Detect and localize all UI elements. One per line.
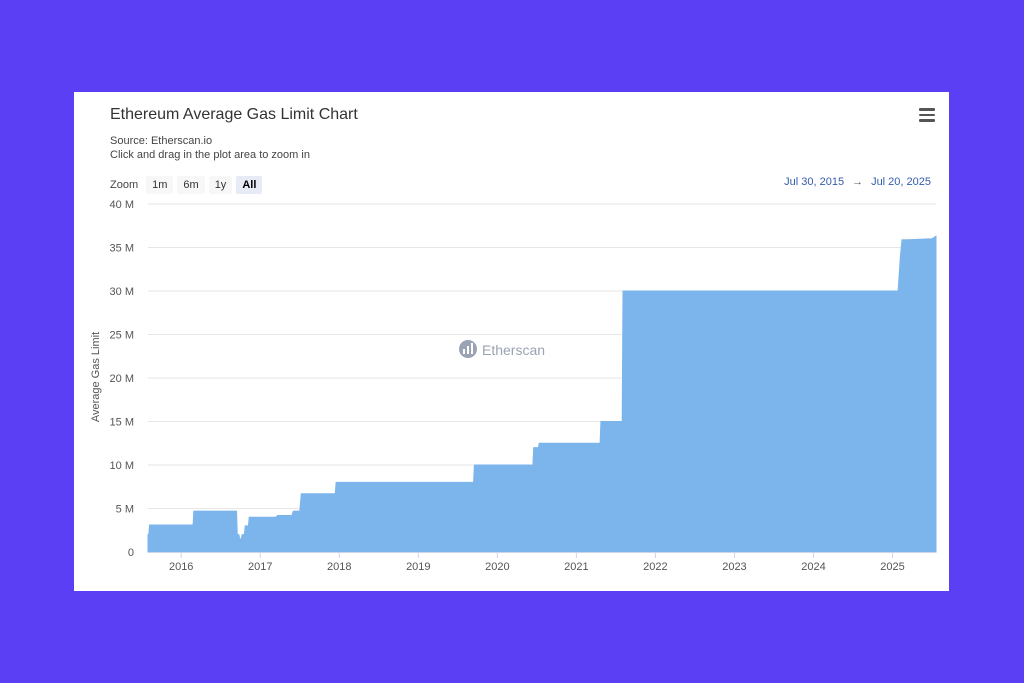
chart-title: Ethereum Average Gas Limit Chart <box>110 106 358 123</box>
y-tick-label: 30 M <box>110 286 134 298</box>
x-tick-label: 2024 <box>801 561 825 573</box>
watermark-text: Etherscan <box>482 342 545 358</box>
y-tick-label: 35 M <box>110 243 134 255</box>
source-text: Source: Etherscan.io <box>110 135 213 147</box>
y-tick-label: 20 M <box>110 373 134 385</box>
x-tick-label: 2021 <box>564 561 588 573</box>
chart-subtitle: Source: Etherscan.io Click and drag in t… <box>110 134 310 162</box>
hamburger-menu-icon[interactable] <box>919 108 935 122</box>
range-from-input[interactable]: Jul 30, 2015 <box>784 176 845 188</box>
zoom-6m-button[interactable]: 6m <box>177 176 205 194</box>
y-tick-label: 0 <box>128 547 134 559</box>
range-to-input[interactable]: Jul 20, 2025 <box>871 176 931 188</box>
etherscan-logo-icon <box>459 340 477 358</box>
zoom-all-button[interactable]: All <box>236 176 263 194</box>
y-tick-label: 40 M <box>110 199 134 211</box>
chart-card: Ethereum Average Gas Limit Chart Source:… <box>74 92 949 591</box>
zoom-label: Zoom <box>110 179 139 191</box>
x-tick-label: 2023 <box>722 561 746 573</box>
x-tick-label: 2020 <box>485 561 509 573</box>
zoom-1y-button[interactable]: 1y <box>208 176 233 194</box>
y-tick-label: 25 M <box>110 330 134 342</box>
plot-area[interactable] <box>147 235 937 553</box>
chart-svg[interactable]: Etherscan 0 5 M 10 M 15 M 20 M 25 M 30 M 35 M 40… <box>74 92 949 591</box>
zoom-hint-text: Click and drag in the plot area to zoom … <box>110 149 310 161</box>
x-tick-label: 2017 <box>248 561 272 573</box>
y-tick-label: 10 M <box>110 460 134 472</box>
date-range: Jul 30, 2015 → Jul 20, 2025 <box>784 176 931 188</box>
x-tick-label: 2016 <box>169 561 193 573</box>
watermark: Etherscan <box>459 340 545 358</box>
gas-limit-area[interactable] <box>147 235 937 553</box>
range-arrow: → <box>852 176 864 188</box>
y-tick-label: 15 M <box>110 417 134 429</box>
x-axis: 2016 2017 2018 2019 2020 2021 2022 2023 2024 2025 <box>148 552 936 573</box>
y-axis: 0 5 M 10 M 15 M 20 M 25 M 30 M 35 M 40 M <box>110 199 134 559</box>
y-tick-label: 5 M <box>116 504 134 516</box>
zoom-selector: Zoom 1m 6m 1y All <box>110 175 263 195</box>
x-tick-label: 2019 <box>406 561 430 573</box>
x-tick-label: 2018 <box>327 561 351 573</box>
x-tick-label: 2025 <box>880 561 904 573</box>
zoom-1m-button[interactable]: 1m <box>146 176 174 194</box>
x-tick-label: 2022 <box>643 561 667 573</box>
y-axis-label: Average Gas Limit <box>90 332 102 422</box>
